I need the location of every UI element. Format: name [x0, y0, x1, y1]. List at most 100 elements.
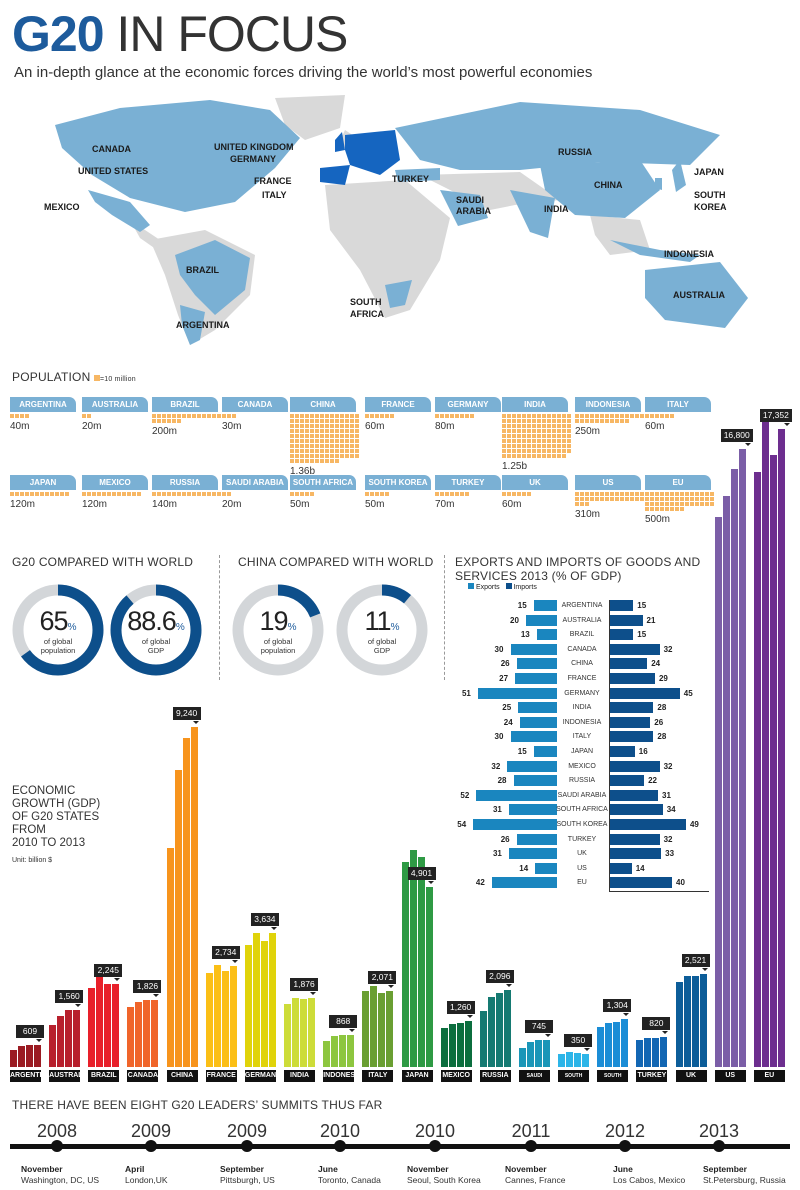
import-bar	[610, 789, 659, 801]
map-label-france: FRANCE	[254, 176, 292, 186]
export-value: 25	[502, 703, 512, 713]
export-bar	[510, 731, 557, 743]
gdp-title: ECONOMIC GROWTH (GDP) OF G20 STATES FROM…	[12, 785, 100, 867]
donut-label: 65% of global population	[10, 606, 106, 655]
gdp-bar	[777, 429, 785, 1067]
population-value: 1.36b	[290, 466, 316, 477]
donut-label: 11% of global GDP	[334, 606, 430, 655]
country-label: RUSSIA	[568, 777, 596, 785]
gdp-bar	[26, 1044, 33, 1067]
gdp-bar	[378, 992, 386, 1067]
import-value: 31	[662, 790, 671, 800]
map-label-indonesia: INDONESIA	[664, 249, 715, 259]
donut	[110, 584, 202, 676]
import-bar	[610, 687, 680, 699]
map-label-turkey: TURKEY	[392, 174, 429, 184]
import-value: 14	[635, 863, 645, 873]
map-label-uk: UNITED KINGDOM	[214, 142, 294, 152]
export-bar	[516, 833, 557, 845]
timeline-year: 2009	[130, 1121, 172, 1141]
population-value: 50m	[290, 499, 310, 510]
import-value: 28	[657, 732, 667, 742]
gdp-country-label: ITALY	[362, 1070, 394, 1082]
gdp-bar	[284, 1004, 292, 1067]
gdp-value-label: 2,096	[485, 969, 514, 987]
timeline-dot[interactable]	[334, 1140, 346, 1152]
export-bar	[473, 819, 557, 830]
timeline-dot[interactable]	[619, 1140, 631, 1152]
population-tab: ITALY	[645, 397, 711, 412]
donut-caption: of global	[43, 637, 73, 646]
export-value: 31	[492, 849, 502, 859]
import-value: 28	[657, 703, 667, 713]
population-squares	[82, 492, 151, 496]
population-value: 20m	[82, 421, 102, 432]
population-tab: SAUDI ARABIA	[222, 475, 288, 490]
import-value: 15	[637, 630, 647, 640]
gdp-bar	[652, 1037, 660, 1067]
import-bar	[610, 614, 643, 626]
gdp-country-label: FRANCE	[205, 1070, 237, 1082]
gdp-bar	[174, 769, 182, 1067]
gdp-value-label: 2,071	[368, 970, 397, 988]
timeline-year: 2010	[414, 1121, 456, 1141]
donut-value: 65	[39, 606, 69, 636]
import-value: 24	[651, 659, 661, 669]
export-value: 20	[510, 615, 519, 625]
gdp-bar	[613, 1021, 621, 1067]
world-map: CANADA UNITED STATES MEXICO BRAZIL ARGEN…	[44, 95, 748, 345]
map-label-italy: ITALY	[262, 190, 287, 200]
population-squares	[222, 492, 291, 496]
population-tab: BRAZIL	[152, 397, 218, 412]
export-value: 51	[461, 688, 471, 698]
population-squares	[222, 414, 291, 418]
export-value: 27	[499, 674, 509, 683]
gdp-country-label: INDIA	[284, 1070, 316, 1082]
gdp-bar	[440, 1028, 448, 1067]
timeline-month: November	[407, 1164, 449, 1174]
export-value: 13	[520, 630, 530, 640]
export-value: 24	[503, 717, 513, 727]
timeline-dot[interactable]	[51, 1140, 63, 1152]
export-value: 26	[500, 834, 510, 844]
population-value: 50m	[365, 499, 385, 510]
timeline-place: Toronto, Canada	[318, 1175, 381, 1185]
population-value: 60m	[645, 421, 665, 432]
timeline-dot[interactable]	[525, 1140, 537, 1152]
subtitle: An in-depth glance at the economic force…	[14, 64, 593, 81]
gdp-country-label: SOUTH AFRICA	[558, 1070, 590, 1091]
gdp-country-label: SOUTH KOREA	[597, 1070, 629, 1091]
import-value: 34	[666, 805, 676, 815]
population-tab: EU	[645, 475, 711, 490]
population-tab: MEXICO	[82, 475, 148, 490]
timeline-dot[interactable]	[145, 1140, 157, 1152]
gdp-country-label: MEXICO	[440, 1070, 472, 1082]
gdp-country-label: BRAZIL	[88, 1070, 120, 1082]
gdp-bar	[636, 1039, 644, 1067]
map-labels: CANADA UNITED STATES MEXICO BRAZIL ARGEN…	[44, 142, 727, 330]
population-squares	[152, 414, 221, 423]
gdp-bar	[323, 1040, 331, 1067]
gdp-title-line: 2010 TO 2013	[12, 837, 86, 849]
timeline-place: Seoul, South Korea	[407, 1175, 481, 1185]
gdp-country-label: INDONESIA	[323, 1070, 362, 1082]
gdp-bar	[268, 933, 276, 1067]
gdp-bar	[112, 984, 120, 1067]
gdp-country-label: TURKEY	[636, 1070, 668, 1082]
gdp-unit: Unit: billion $	[12, 857, 53, 864]
timeline-dot[interactable]	[713, 1140, 725, 1152]
country-label: CHINA	[571, 660, 593, 668]
gdp-bar	[699, 974, 707, 1067]
gdp-bar	[34, 1044, 41, 1067]
timeline-dot[interactable]	[241, 1140, 253, 1152]
population-squares	[152, 492, 221, 496]
gdp-bar	[456, 1023, 464, 1067]
timeline-place: Pittsburgh, US	[220, 1175, 275, 1185]
country-label: US	[577, 864, 587, 872]
donut-fill	[110, 584, 202, 676]
gdp-bar	[244, 945, 252, 1067]
exports-swatch	[468, 583, 474, 589]
import-bar	[610, 716, 651, 728]
import-bar	[610, 848, 662, 860]
timeline-dot[interactable]	[429, 1140, 441, 1152]
